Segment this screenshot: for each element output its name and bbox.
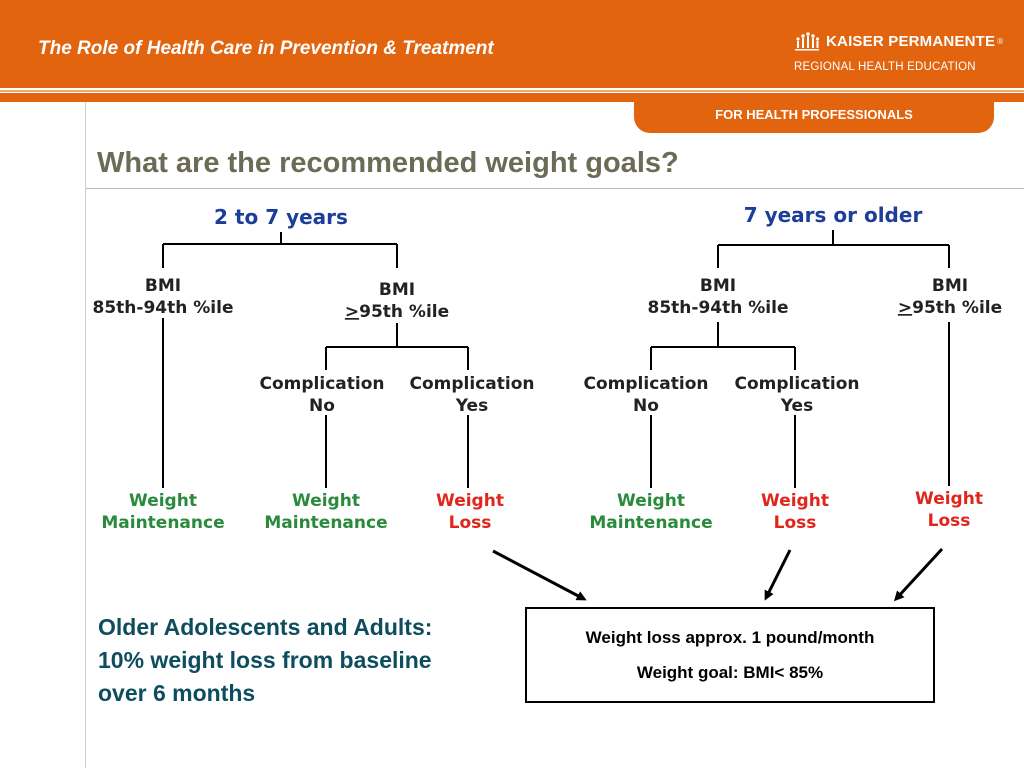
right-outcome-no-line1: Weight: [617, 491, 685, 511]
left-comp-no-line1: Complication: [260, 374, 385, 394]
left-outcome-a-line1: Weight: [129, 491, 197, 511]
right-comp-no-line1: Complication: [584, 374, 709, 394]
header-title: The Role of Health Care in Prevention & …: [38, 38, 494, 59]
brand-subtitle: REGIONAL HEALTH EDUCATION: [794, 61, 976, 73]
right-tree-connectors: [650, 230, 950, 488]
left-tree-heading: 2 to 7 years: [214, 205, 348, 229]
brand-name: KAISER PERMANENTE: [826, 32, 996, 50]
adults-note-line2: 10% weight loss from baseline: [98, 647, 432, 673]
arrow-right: [893, 547, 944, 602]
left-bmi-b-line2-rest: 95th %ile: [359, 302, 449, 322]
header-rule: [0, 90, 1024, 92]
arrow-left: [492, 549, 587, 601]
audience-tab: FOR HEALTH PROFESSIONALS: [634, 93, 994, 133]
left-bmi-b-line2: >95th %ile: [345, 302, 449, 322]
header-bar: [0, 0, 1024, 88]
title-rule: [86, 188, 1024, 189]
left-outcome-yes-line1: Weight: [436, 491, 504, 511]
adults-note: Older Adolescents and Adults: 10% weight…: [98, 611, 432, 710]
right-outcome-yes-line2: Loss: [774, 513, 817, 533]
adults-note-line1: Older Adolescents and Adults:: [98, 614, 433, 640]
right-comp-no-line2: No: [633, 396, 659, 416]
header-band: [0, 93, 1024, 102]
goal-line1: Weight loss approx. 1 pound/month: [585, 628, 875, 647]
brand-block: KAISER PERMANENTE ® REGIONAL HEALTH EDUC…: [794, 30, 1003, 73]
gte-symbol: >: [898, 298, 912, 318]
slide-title: What are the recommended weight goals?: [97, 147, 679, 179]
gte-symbol: >: [345, 302, 359, 322]
left-outcome-no-line2: Maintenance: [264, 513, 387, 533]
kaiser-logo-icon: [795, 32, 820, 51]
left-comp-yes-line1: Complication: [410, 374, 535, 394]
right-bmi-b-line2-rest: 95th %ile: [912, 298, 1002, 318]
right-comp-yes-line1: Complication: [735, 374, 860, 394]
weight-goal-box: Weight loss approx. 1 pound/month Weight…: [525, 607, 935, 703]
left-bmi-b-line1: BMI: [379, 280, 415, 300]
right-bmi-a-line2: 85th-94th %ile: [648, 298, 789, 318]
right-outcome-b-line1: Weight: [915, 489, 983, 509]
right-bmi-b-line1: BMI: [932, 276, 968, 296]
left-bmi-a-line2: 85th-94th %ile: [93, 298, 234, 318]
right-tree-heading: 7 years or older: [744, 203, 923, 227]
left-comp-no-line2: No: [309, 396, 335, 416]
right-outcome-no-line2: Maintenance: [589, 513, 712, 533]
right-bmi-a-line1: BMI: [700, 276, 736, 296]
left-outcome-a-line2: Maintenance: [101, 513, 224, 533]
left-tree-connectors: [162, 232, 469, 488]
adults-note-line3: over 6 months: [98, 680, 256, 706]
left-outcome-yes-line2: Loss: [449, 513, 492, 533]
right-comp-yes-line2: Yes: [780, 396, 813, 416]
right-outcome-b-line2: Loss: [928, 511, 971, 531]
left-bmi-a-line1: BMI: [145, 276, 181, 296]
goal-line2: Weight goal: BMI< 85%: [636, 663, 824, 682]
brand-registered-mark: ®: [997, 36, 1004, 46]
left-margin-line: [85, 102, 86, 768]
left-comp-yes-line2: Yes: [455, 396, 488, 416]
right-outcome-yes-line1: Weight: [761, 491, 829, 511]
arrow-middle: [764, 549, 792, 601]
right-bmi-b-line2: >95th %ile: [898, 298, 1002, 318]
left-outcome-no-line1: Weight: [292, 491, 360, 511]
arrows-to-goal-box: [492, 547, 944, 602]
